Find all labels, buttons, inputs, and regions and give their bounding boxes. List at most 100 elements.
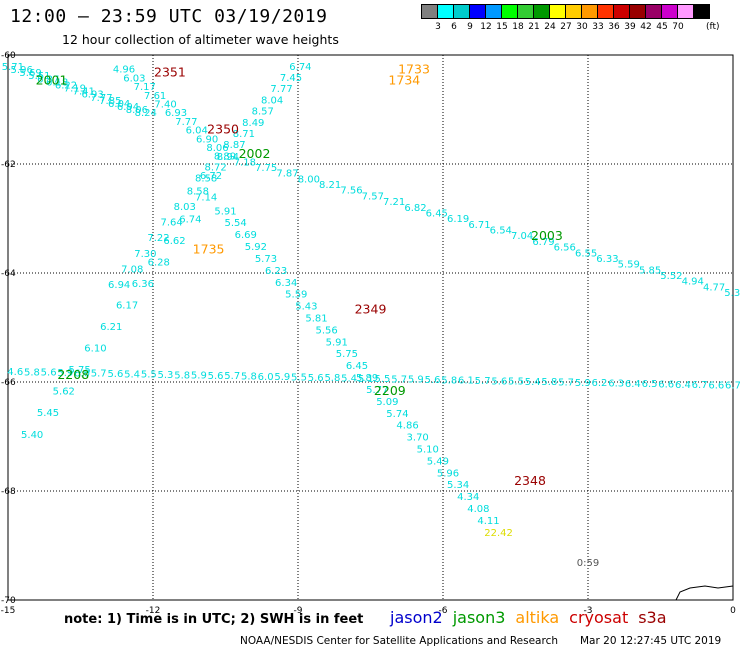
wave-height-value: 6.55	[575, 248, 597, 259]
wave-height-value: 6.7	[692, 380, 708, 391]
wave-height-value: 6.34	[275, 278, 297, 289]
y-tick-label: -68	[1, 487, 16, 497]
wave-height-value: 6.2	[592, 378, 608, 389]
y-tick-label: -62	[1, 160, 16, 170]
pass-time-label: 2350	[207, 122, 239, 137]
time-offset-label: 0:59	[577, 558, 599, 569]
wave-height-value: 5.45	[37, 408, 59, 419]
y-tick-label: -64	[1, 269, 16, 279]
wave-height-value: 5.5	[291, 372, 307, 383]
color-scale-tick: 45	[656, 22, 668, 32]
legend-cryosat: cryosat	[569, 608, 629, 627]
wave-height-value: 5.77	[366, 385, 388, 396]
legend-s3a: s3a	[638, 608, 667, 627]
wave-height-value: 8.21	[319, 180, 341, 191]
wave-height-value: 4.11	[477, 516, 499, 527]
wave-height-value: 4.34	[457, 492, 479, 503]
wave-height-value: 6.19	[447, 214, 469, 225]
wave-height-value: 7.14	[195, 193, 217, 204]
wave-height-value: 8.03	[174, 202, 196, 213]
color-scale-tick: 27	[560, 22, 572, 32]
wave-height-value: 7.75	[255, 163, 277, 174]
wave-height-value: 6.1	[458, 376, 474, 387]
wave-height-value: 8.89	[214, 151, 236, 162]
color-scale-tick: 70	[672, 22, 684, 32]
generation-timestamp: Mar 20 12:27:45 UTC 2019	[580, 635, 722, 647]
wave-height-value: 5.56	[316, 325, 338, 336]
chart-subtitle: 12 hour collection of altimeter wave hei…	[62, 32, 339, 47]
x-tick-label: -9	[294, 606, 303, 616]
wave-height-value: 5.8	[24, 367, 40, 378]
wave-height-value: 5.6	[41, 368, 57, 379]
wave-height-value: 4.86	[396, 421, 418, 432]
wave-height-value: 6.18	[46, 77, 68, 88]
wave-height-value: 6.54	[490, 226, 512, 237]
wave-height-value: 5.71	[2, 62, 24, 73]
wave-height-value: 5.8	[324, 373, 340, 384]
wave-height-value: 5.4	[124, 369, 140, 380]
wave-height-value: 5.3	[158, 370, 174, 381]
wave-height-value: 6.04	[108, 99, 130, 110]
wave-height-value: 6.71	[468, 220, 490, 231]
wave-height-value: 4.77	[703, 282, 725, 293]
pass-time-label: 2209	[374, 383, 406, 398]
wave-height-value: 5.75	[336, 349, 358, 360]
pass-time-label: 1734	[388, 73, 420, 88]
wave-height-value: 5.92	[245, 242, 267, 253]
wave-height-value: 5.69	[19, 68, 41, 79]
wave-height-value: 8.58	[195, 174, 217, 185]
wave-height-value: 8.87	[223, 140, 245, 151]
wave-height-value: 8.00	[298, 174, 320, 185]
wave-height-value: 5.52	[660, 271, 682, 282]
y-tick-label: -66	[1, 378, 16, 388]
wave-height-value: 5.8	[241, 372, 257, 383]
wave-height-value: 6.93	[81, 90, 103, 101]
wave-height-value: 5.34	[447, 480, 469, 491]
color-scale-bar	[421, 4, 710, 19]
wave-height-value: 5.9	[274, 372, 290, 383]
wave-height-value: 6.33	[596, 254, 618, 265]
wave-height-value: 7.41	[73, 87, 95, 98]
wave-height-value: 6.04	[186, 126, 208, 137]
wave-height-value: 7.87	[276, 169, 298, 180]
wave-height-value: 6.3	[608, 379, 624, 390]
wave-height-value: 8.06	[206, 143, 228, 154]
wave-height-value: 5.37	[724, 288, 740, 299]
color-scale-tick: 3	[435, 22, 441, 32]
wave-height-value: 6.62	[163, 236, 185, 247]
wave-height-value: 6.90	[196, 134, 218, 145]
wave-height-value: 5.09	[376, 397, 398, 408]
wave-height-value: 6.74	[179, 214, 201, 225]
wave-height-value: 7.18	[234, 157, 256, 168]
pass-time-label: 1735	[193, 241, 225, 256]
color-scale-tick: 9	[467, 22, 473, 32]
color-scale-tick: 21	[528, 22, 540, 32]
chart-title: 12:00 – 23:59 UTC 03/19/2019	[10, 6, 328, 27]
wave-height-value: 8.94	[217, 152, 239, 163]
wave-height-value: 5.73	[255, 254, 277, 265]
wave-height-value: 8.06	[126, 105, 148, 116]
wave-height-value: 7.64	[161, 218, 183, 229]
pass-time-label: 2001	[36, 73, 68, 88]
wave-height-value: 5.1	[358, 374, 374, 385]
wave-height-value: 5.6	[208, 371, 224, 382]
wave-height-value: 5.10	[417, 445, 439, 456]
wave-height-value: 5.7	[558, 378, 574, 389]
wave-height-value: 6.79	[532, 237, 554, 248]
wave-height-value: 7.57	[362, 191, 384, 202]
wave-height-value: 5.49	[427, 456, 449, 467]
pass-time-label: 2348	[514, 473, 546, 488]
wave-height-value: 5.74	[386, 409, 408, 420]
wave-height-value: 5.91	[214, 206, 236, 217]
wave-height-value: 8.57	[252, 107, 274, 118]
wave-height-value: 7.85	[99, 96, 121, 107]
wave-height-value: 8.04	[261, 95, 283, 106]
wave-height-value: 6.6	[658, 379, 674, 390]
wave-height-value: 8.24	[135, 108, 157, 119]
color-scale-tick: 39	[624, 22, 636, 32]
wave-height-value: 22.42	[484, 528, 513, 539]
wave-height-value: 3.70	[407, 433, 429, 444]
wave-height-value: 5.81	[305, 314, 327, 325]
satellite-legend: jason2 jason3 altika cryosat s3a	[390, 608, 667, 627]
color-scale-tick: 6	[451, 22, 457, 32]
